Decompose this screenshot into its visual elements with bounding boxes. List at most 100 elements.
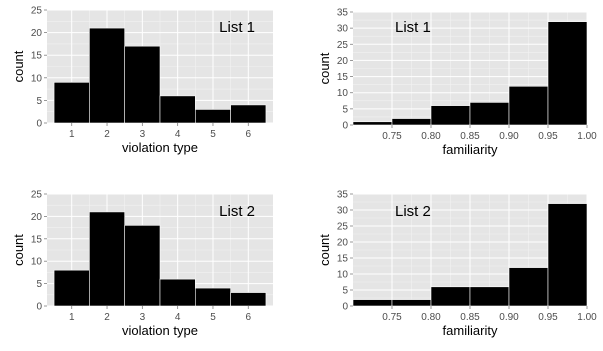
- x-tick-label: 0.90: [499, 312, 519, 323]
- bar: [430, 105, 471, 126]
- bars: [352, 21, 588, 126]
- y-tick-label: 20: [337, 238, 349, 249]
- bar: [159, 278, 196, 307]
- bar: [508, 85, 549, 126]
- bar: [53, 82, 90, 124]
- x-axis-title: familiarity: [443, 142, 498, 157]
- bars: [53, 211, 267, 307]
- y-tick-label: 5: [36, 279, 42, 290]
- x-tick-label: 0.85: [460, 312, 480, 323]
- x-tick-label: 0.75: [382, 312, 402, 323]
- y-tick-labels: 0 5 10 15 20 25 30 35: [337, 8, 353, 132]
- bar: [89, 211, 125, 307]
- x-tick-label: 1: [69, 129, 75, 140]
- x-tick-label: 1: [69, 312, 75, 323]
- panel-title: List 1: [395, 19, 431, 36]
- x-tick-label: 0.95: [538, 131, 558, 142]
- y-tick-label: 20: [337, 56, 349, 67]
- y-tick-label: 0: [342, 121, 348, 132]
- y-axis-title: count: [11, 50, 26, 82]
- y-tick-label: 25: [337, 222, 349, 233]
- y-tick-label: 10: [337, 88, 349, 99]
- x-tick-label: 2: [104, 312, 110, 323]
- x-tick-label: 4: [175, 129, 181, 140]
- y-tick-label: 30: [337, 206, 349, 217]
- y-tick-label: 25: [337, 40, 349, 51]
- y-tick-label: 25: [31, 190, 43, 201]
- bar: [159, 95, 196, 124]
- bars: [352, 203, 588, 307]
- y-tick-label: 15: [337, 254, 349, 265]
- y-tick-labels: 0 5 10 15 20 25: [31, 6, 47, 130]
- x-tick-label: 6: [246, 129, 252, 140]
- bar: [89, 27, 125, 124]
- bar: [230, 292, 267, 307]
- x-tick-labels: 0.75 0.80 0.85 0.90 0.95 1.00: [382, 125, 597, 142]
- x-tick-label: 0.75: [382, 131, 402, 142]
- x-tick-label: 0.95: [538, 312, 558, 323]
- x-tick-label: 4: [175, 312, 181, 323]
- y-tick-label: 15: [337, 72, 349, 83]
- y-tick-label: 20: [31, 212, 43, 223]
- x-tick-label: 3: [140, 312, 146, 323]
- bar: [508, 267, 549, 307]
- x-tick-label: 0.80: [421, 131, 441, 142]
- y-tick-label: 0: [36, 302, 42, 313]
- y-axis-title: count: [11, 234, 26, 266]
- x-tick-label: 5: [210, 129, 216, 140]
- bar: [547, 203, 588, 307]
- bar: [547, 21, 588, 126]
- y-tick-label: 20: [31, 28, 43, 39]
- y-tick-label: 15: [31, 234, 43, 245]
- y-tick-label: 5: [36, 96, 42, 107]
- y-tick-label: 25: [31, 6, 43, 17]
- y-tick-label: 10: [31, 73, 43, 84]
- x-tick-label: 2: [104, 129, 110, 140]
- bar: [230, 104, 267, 124]
- x-tick-label: 3: [140, 129, 146, 140]
- y-axis-title: count: [317, 52, 332, 84]
- bar: [391, 299, 432, 307]
- bar: [352, 121, 393, 126]
- y-tick-label: 15: [31, 51, 43, 62]
- y-tick-label: 0: [36, 119, 42, 130]
- x-tick-label: 6: [246, 312, 252, 323]
- bar: [469, 102, 510, 126]
- bar: [195, 109, 231, 124]
- bar: [469, 286, 510, 307]
- x-tick-labels: 1 2 3 4 5 6: [69, 306, 252, 323]
- x-tick-label: 0.80: [421, 312, 441, 323]
- x-tick-labels: 0.75 0.80 0.85 0.90 0.95 1.00: [382, 306, 597, 323]
- x-tick-labels: 1 2 3 4 5 6: [69, 123, 252, 140]
- y-tick-label: 5: [342, 286, 348, 297]
- bar: [391, 118, 432, 126]
- y-tick-label: 0: [342, 302, 348, 313]
- bar: [352, 299, 393, 307]
- x-tick-label: 0.90: [499, 131, 519, 142]
- y-tick-labels: 0 5 10 15 20 25 30 35: [337, 190, 353, 313]
- x-axis-title: familiarity: [443, 323, 498, 338]
- y-tick-label: 35: [337, 190, 349, 201]
- x-axis-title: violation type: [122, 140, 198, 155]
- y-tick-labels: 0 5 10 15 20 25: [31, 190, 47, 313]
- y-tick-label: 10: [337, 270, 349, 281]
- bar: [124, 225, 161, 307]
- x-tick-label: 1.00: [577, 312, 597, 323]
- x-axis-title: violation type: [122, 323, 198, 338]
- y-tick-label: 10: [31, 257, 43, 268]
- x-tick-label: 0.85: [460, 131, 480, 142]
- y-tick-label: 5: [342, 104, 348, 115]
- x-tick-label: 1.00: [577, 131, 597, 142]
- bar: [124, 45, 161, 124]
- y-axis-title: count: [317, 234, 332, 266]
- bar: [195, 287, 231, 307]
- panel-title: List 1: [219, 19, 255, 36]
- x-tick-label: 5: [210, 312, 216, 323]
- panel-title: List 2: [219, 203, 255, 220]
- bar: [430, 286, 471, 307]
